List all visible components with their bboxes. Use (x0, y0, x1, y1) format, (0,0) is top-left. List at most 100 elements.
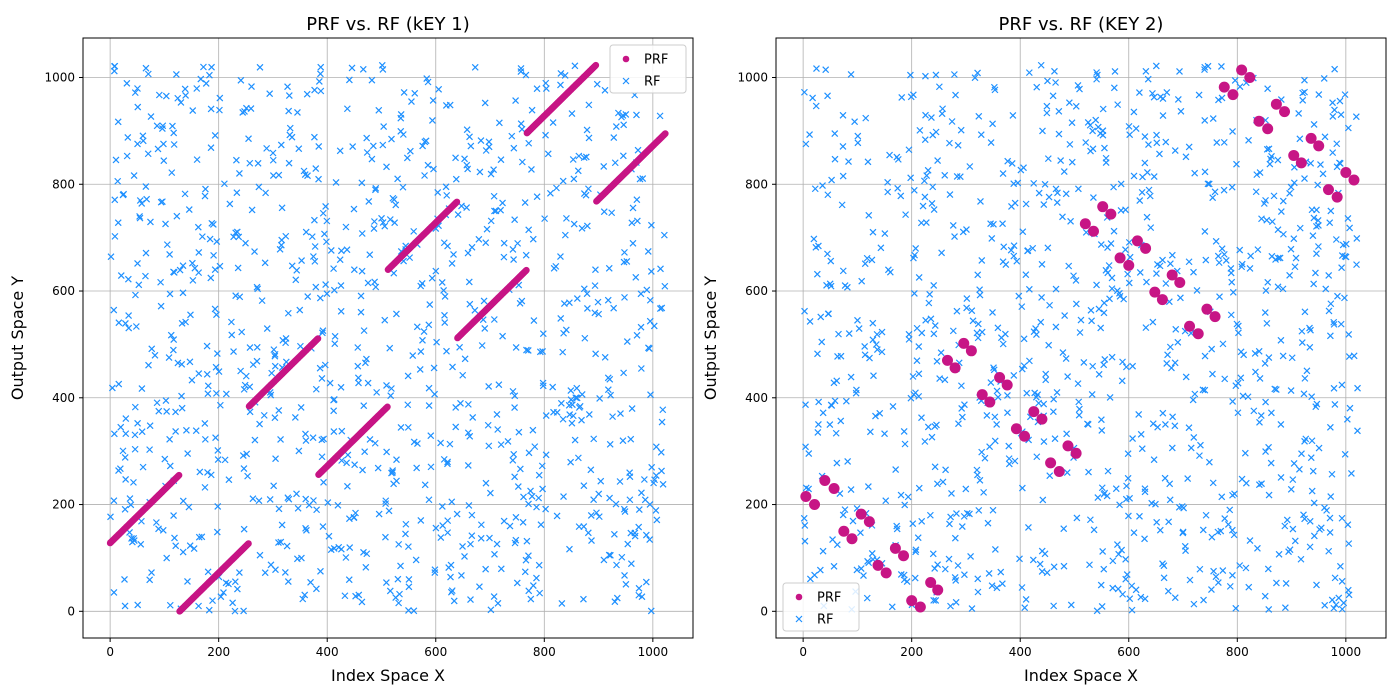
rf-point (443, 347, 450, 355)
rf-point (1277, 336, 1285, 344)
rf-point (1333, 140, 1341, 148)
rf-point (1290, 179, 1298, 187)
rf-point (235, 569, 243, 576)
rf-point (822, 66, 830, 74)
rf-point (542, 505, 550, 513)
rf-point (881, 230, 889, 238)
rf-point (971, 74, 979, 82)
rf-point (802, 401, 809, 409)
rf-point (921, 136, 929, 144)
rf-point (1189, 396, 1197, 404)
rf-point (918, 414, 925, 422)
rf-point (269, 149, 277, 157)
rf-point (1057, 157, 1065, 164)
rf-point (230, 233, 238, 241)
rf-point (1204, 180, 1212, 188)
rf-point (862, 114, 870, 122)
rf-point (1120, 295, 1128, 303)
rf-point (853, 386, 860, 394)
rf-point (951, 534, 959, 542)
rf-point (142, 272, 149, 280)
rf-point (865, 559, 873, 567)
rf-point (576, 402, 584, 410)
rf-point (238, 328, 246, 336)
rf-point (1040, 201, 1048, 209)
rf-point (1281, 522, 1289, 530)
rf-point (1088, 390, 1096, 398)
rf-point (1212, 573, 1220, 581)
rf-point (132, 291, 139, 299)
rf-point (154, 145, 162, 153)
rf-point (204, 568, 212, 576)
rf-point (941, 171, 949, 179)
rf-point (271, 352, 279, 360)
rf-point (1325, 547, 1333, 555)
rf-point (910, 290, 918, 297)
rf-point (381, 316, 389, 324)
rf-point (307, 578, 314, 586)
rf-point (824, 310, 832, 318)
rf-point (837, 417, 845, 425)
rf-point (974, 588, 982, 596)
prf-point (941, 354, 953, 366)
rf-point (529, 235, 537, 243)
rf-point (612, 500, 620, 508)
rf-point (1020, 362, 1028, 370)
rf-point (440, 286, 448, 294)
rf-point (303, 90, 311, 98)
rf-point (1229, 491, 1236, 499)
rf-point (1145, 186, 1153, 194)
rf-point (345, 576, 353, 584)
rf-point (948, 489, 955, 497)
rf-point (557, 399, 565, 407)
rf-point (839, 142, 847, 150)
rf-point (929, 550, 937, 558)
rf-point (1089, 127, 1097, 135)
rf-point (278, 236, 286, 244)
rf-point (561, 72, 569, 79)
rf-point (316, 70, 324, 78)
rf-point (1197, 441, 1204, 449)
rf-point (990, 220, 997, 228)
rf-point (1216, 293, 1223, 301)
rf-point (1074, 380, 1082, 388)
rf-point (392, 594, 400, 601)
rf-point (949, 222, 957, 229)
rf-point (364, 279, 372, 287)
rf-point (438, 503, 446, 510)
rf-point (1338, 381, 1346, 389)
rf-point (1328, 596, 1336, 604)
rf-point (1043, 102, 1051, 110)
rf-point (370, 218, 378, 225)
rf-point (1171, 359, 1179, 367)
rf-point (635, 523, 643, 531)
rf-point (198, 233, 206, 241)
rf-point (583, 304, 591, 312)
rf-point (1018, 365, 1026, 373)
rf-point (378, 214, 385, 222)
rf-point (567, 458, 575, 466)
rf-point (136, 214, 144, 222)
rf-point (1146, 192, 1154, 200)
rf-point (1042, 376, 1050, 384)
rf-point (114, 118, 122, 126)
rf-point (284, 578, 292, 585)
rf-point (1286, 271, 1294, 279)
rf-point (915, 392, 923, 400)
rf-point (1041, 180, 1049, 188)
rf-point (946, 520, 953, 528)
rf-point (256, 551, 264, 559)
rf-point (1185, 143, 1193, 151)
rf-point (382, 579, 390, 586)
rf-point (445, 564, 453, 571)
rf-point (1326, 423, 1334, 431)
rf-point (1258, 480, 1265, 488)
legend-box (782, 582, 860, 632)
rf-point (170, 129, 178, 137)
rf-point (139, 137, 147, 145)
rf-point (601, 353, 609, 361)
prf-point (1149, 286, 1161, 298)
rf-point (528, 492, 536, 500)
prf-point (898, 550, 910, 562)
rf-point (206, 235, 214, 243)
